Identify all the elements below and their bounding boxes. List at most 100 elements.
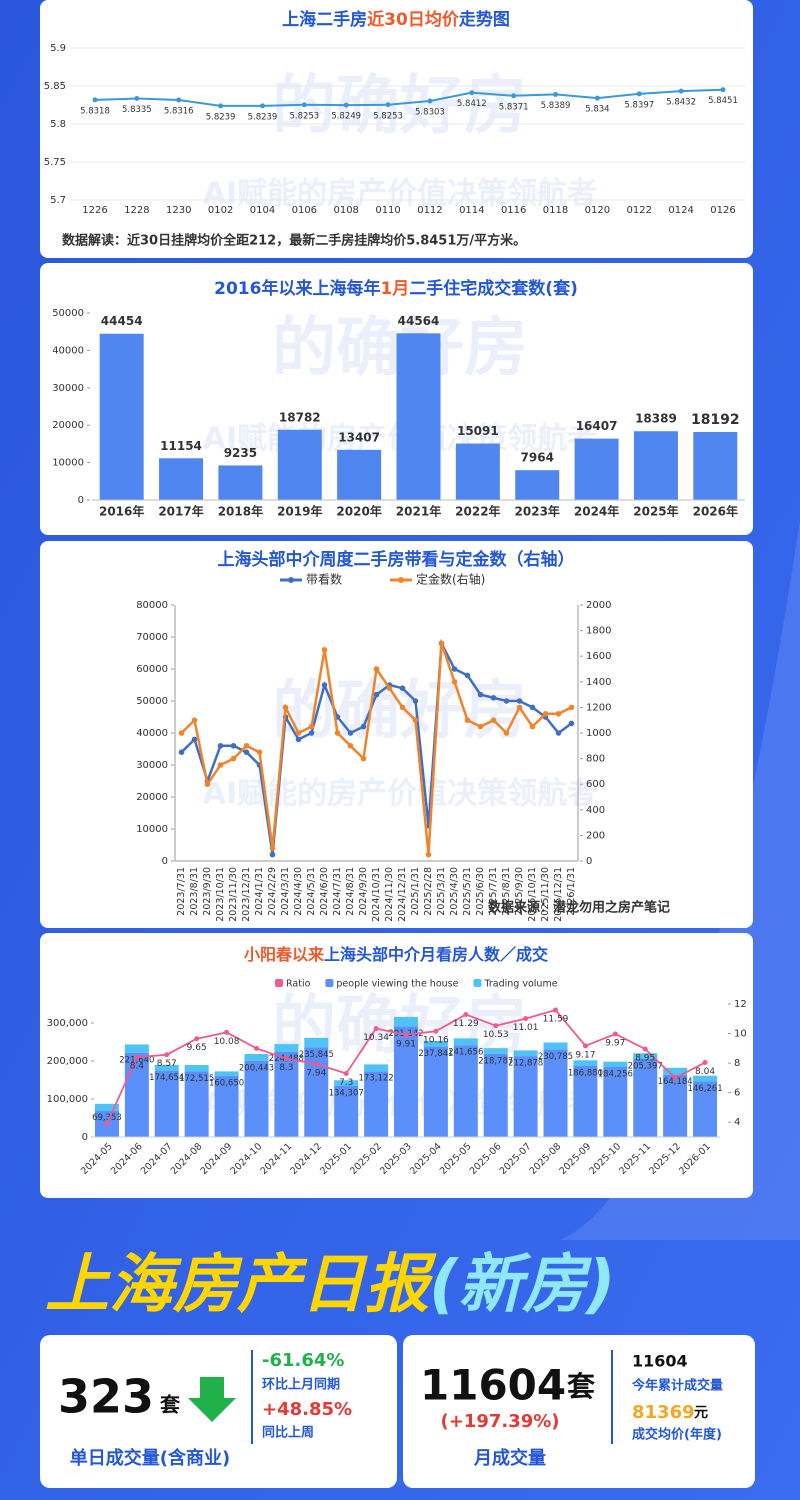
x-tick-label: 0114: [459, 205, 484, 216]
mom-label: 环比上月同期: [262, 1377, 340, 1393]
value-label: 5.8389: [541, 101, 571, 111]
y-tick-label: 30000: [136, 760, 168, 771]
title-part: 上海二手房: [282, 9, 367, 30]
y-tick-label: 0: [586, 856, 592, 867]
point: [523, 1016, 529, 1022]
y-tick-label: 0: [78, 495, 84, 506]
point: [464, 717, 471, 723]
point: [347, 743, 354, 749]
unit: 套: [567, 1370, 596, 1403]
y-tick-label: 5.7: [50, 195, 66, 206]
x-tick-label: 2019年: [277, 504, 322, 519]
value-label: 134,307: [329, 1088, 364, 1098]
stack-bar: [663, 1067, 688, 1075]
value-label: 10.16: [423, 1036, 449, 1046]
value-label: 7964: [521, 451, 554, 465]
value-label: 212,878: [508, 1059, 543, 1069]
value-label: 11.59: [543, 1015, 569, 1025]
label: 月成交量: [473, 1447, 546, 1469]
bar: [603, 1066, 628, 1137]
stack-bar: [513, 1050, 538, 1057]
bar: [364, 1071, 389, 1137]
x-tick-label: 2024/4/30: [293, 867, 304, 916]
y-tick-label: 5.8: [50, 119, 66, 130]
value-label: 8.57: [157, 1059, 177, 1069]
x-tick-label: 2021年: [396, 504, 441, 519]
point: [672, 1075, 678, 1081]
y-tick-label: 5.9: [50, 43, 66, 54]
point: [176, 97, 182, 103]
title-part: 小阳春以来: [244, 945, 325, 964]
point: [282, 704, 289, 711]
bar: [515, 470, 560, 500]
x-tick-label: 2025/5/31: [462, 867, 473, 916]
watermark: 的确好房: [272, 675, 528, 749]
point: [451, 679, 458, 685]
point: [678, 88, 684, 94]
point: [343, 102, 349, 108]
bar: [214, 1075, 239, 1137]
chart-title: 2016年以来上海每年1月二手住宅成交套数(套): [214, 278, 578, 299]
stack-bar: [573, 1060, 598, 1066]
point: [503, 698, 510, 704]
card: [40, 0, 753, 258]
x-tick-label: 2025年: [633, 504, 678, 519]
chart-title: 上海头部中介周度二手房带看与定金数（右轴）: [218, 549, 575, 570]
title-part: 1月: [380, 279, 409, 299]
wow: +48.85%: [262, 1399, 352, 1420]
value-label: 5.8371: [499, 102, 529, 112]
x-tick-label: 2025/9/30: [514, 867, 525, 916]
x-tick-label: 0112: [417, 205, 442, 216]
title-part: 走势图: [459, 9, 510, 30]
value-label: 5.8249: [331, 112, 361, 122]
bar: [574, 438, 619, 500]
x-tick-label: 2025/1/31: [410, 867, 421, 916]
point: [555, 711, 562, 717]
y-tick-label: 100,000: [47, 1094, 88, 1105]
point: [218, 103, 224, 109]
bar: [513, 1056, 538, 1137]
y-tick-label: 1200: [586, 702, 611, 713]
point: [373, 1026, 379, 1032]
card: [40, 541, 753, 928]
x-tick-label: 2025/10/31: [527, 867, 538, 922]
panel: [403, 1335, 755, 1488]
point: [191, 717, 198, 723]
x-tick-label: 0124: [668, 205, 693, 216]
bar: [159, 458, 204, 500]
point: [178, 749, 185, 755]
stack-bar: [274, 1044, 299, 1052]
value-label: 16407: [576, 419, 618, 433]
stack-bar: [124, 1044, 149, 1053]
title-part: 上海房产日报: [45, 1248, 437, 1322]
x-tick-label: 0122: [627, 205, 652, 216]
note: 数据解读：近30日挂牌均价全距212，最新二手房挂牌均价5.8451万/平方米。: [62, 233, 526, 249]
point: [503, 730, 510, 736]
point: [477, 691, 484, 698]
legend-swatch: [288, 577, 294, 583]
value-label: 7.3: [339, 1078, 353, 1088]
x-tick-label: 0108: [333, 205, 358, 216]
point: [469, 90, 475, 96]
stack-bar: [543, 1042, 568, 1050]
x-tick-label: 2024/9/30: [358, 867, 369, 916]
legend-swatch: [398, 577, 404, 583]
x-tick-label: 2025/7/31: [488, 867, 499, 916]
point: [259, 103, 265, 109]
value-label: 44454: [101, 314, 143, 328]
point: [373, 691, 380, 698]
stack-bar: [453, 1038, 478, 1046]
x-tick-label: 2025/4/30: [449, 867, 460, 916]
point: [490, 695, 497, 701]
x-tick-label: 2025/6/30: [475, 867, 486, 916]
y-tick-label: 10000: [136, 824, 168, 835]
bar: [244, 1060, 269, 1137]
x-tick-label: 2023/9/30: [202, 867, 213, 916]
x-tick-label: 0104: [250, 205, 275, 216]
x-tick-label: 2024/2/29: [267, 867, 278, 916]
x-tick-label: 2018年: [218, 504, 263, 519]
stack-bar: [423, 1040, 448, 1047]
y-tick-label: 70000: [136, 632, 168, 643]
bar: [423, 1046, 448, 1137]
point: [230, 755, 237, 762]
